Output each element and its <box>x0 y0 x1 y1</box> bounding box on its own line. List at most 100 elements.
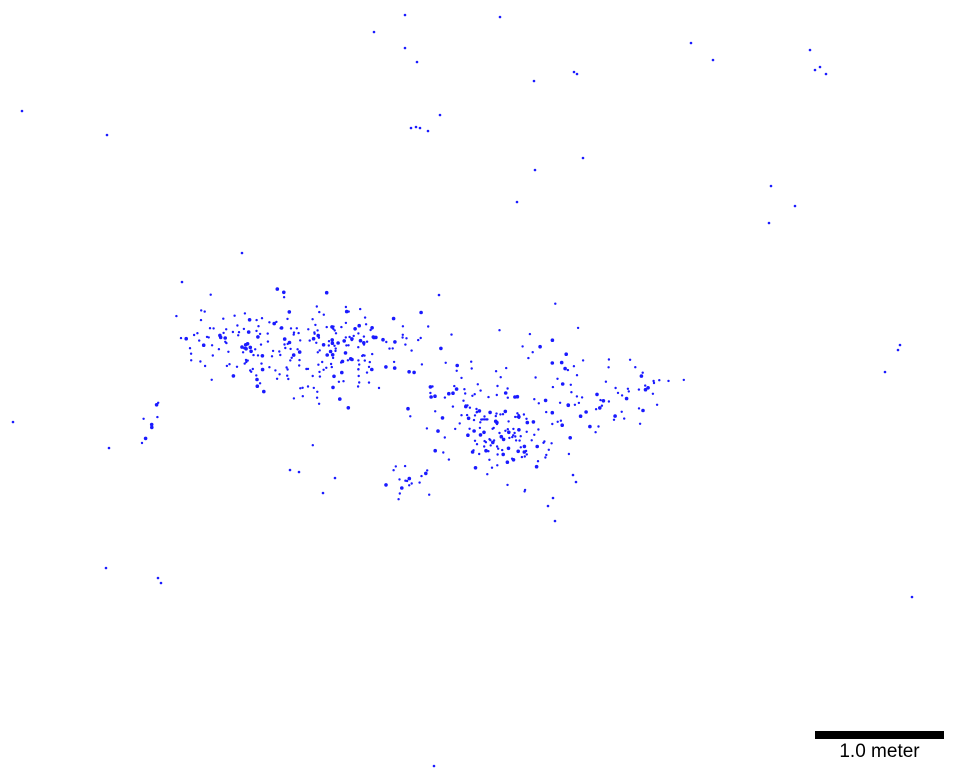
point <box>311 374 314 378</box>
point <box>275 377 279 380</box>
point <box>371 352 374 356</box>
point <box>483 415 486 418</box>
point <box>385 340 388 344</box>
point <box>367 365 371 369</box>
point <box>523 490 526 493</box>
point <box>237 331 241 334</box>
point <box>545 453 548 457</box>
point <box>639 374 644 378</box>
point <box>322 313 325 316</box>
point <box>368 360 371 364</box>
point <box>506 446 511 451</box>
point <box>443 436 446 439</box>
point <box>334 347 337 350</box>
point <box>299 339 302 342</box>
point <box>397 498 400 501</box>
point <box>199 318 203 322</box>
point <box>486 418 489 421</box>
point <box>286 368 289 371</box>
point <box>407 476 412 481</box>
point <box>243 346 247 349</box>
point <box>350 357 354 362</box>
point <box>471 394 474 397</box>
point <box>568 436 572 440</box>
point <box>634 366 637 369</box>
point <box>312 386 315 390</box>
point <box>419 310 423 315</box>
point <box>563 366 567 371</box>
point <box>501 437 506 442</box>
point <box>107 446 111 450</box>
point <box>530 439 533 442</box>
point <box>576 326 580 330</box>
point <box>321 491 325 495</box>
point <box>637 388 641 391</box>
point <box>278 373 281 376</box>
point <box>808 48 812 52</box>
point <box>418 481 421 484</box>
point <box>356 385 360 388</box>
point <box>344 321 348 325</box>
point <box>769 184 773 188</box>
point <box>566 403 570 407</box>
point <box>544 456 547 459</box>
point <box>454 427 457 431</box>
point <box>427 325 430 328</box>
point <box>460 414 463 417</box>
point <box>410 482 413 485</box>
point <box>438 113 442 117</box>
point <box>813 68 817 72</box>
point <box>595 392 599 397</box>
point <box>363 316 367 319</box>
point <box>580 396 584 399</box>
point <box>534 376 537 379</box>
point <box>328 349 333 354</box>
point <box>237 334 240 337</box>
point <box>255 384 260 389</box>
point <box>470 360 473 363</box>
point <box>315 396 319 399</box>
point <box>646 386 650 390</box>
point <box>255 374 258 377</box>
point <box>242 327 246 331</box>
point <box>154 403 159 407</box>
point <box>495 393 498 397</box>
point <box>519 446 522 449</box>
point <box>305 367 308 371</box>
point <box>436 429 440 433</box>
point <box>484 448 488 453</box>
point <box>575 395 579 398</box>
point <box>403 13 407 17</box>
point <box>248 345 253 350</box>
point <box>340 370 344 375</box>
point <box>458 422 461 425</box>
point <box>272 321 277 326</box>
point <box>600 404 604 407</box>
point <box>358 381 361 384</box>
point <box>627 390 630 393</box>
point <box>403 464 407 468</box>
point <box>483 445 486 448</box>
point <box>282 290 286 295</box>
point <box>228 363 231 366</box>
point <box>211 354 214 357</box>
point <box>536 460 540 463</box>
point <box>483 439 486 443</box>
point <box>559 419 563 422</box>
point <box>311 336 316 341</box>
point <box>428 493 431 496</box>
point <box>236 324 239 327</box>
point <box>288 468 292 472</box>
point <box>426 129 430 133</box>
point <box>192 333 196 337</box>
point <box>479 389 482 392</box>
point <box>372 335 376 340</box>
point <box>350 338 353 342</box>
point <box>537 428 540 431</box>
point <box>392 360 396 364</box>
point <box>412 370 416 375</box>
point <box>507 420 510 423</box>
point <box>313 332 316 335</box>
point <box>258 332 262 336</box>
scale-bar <box>815 731 944 739</box>
